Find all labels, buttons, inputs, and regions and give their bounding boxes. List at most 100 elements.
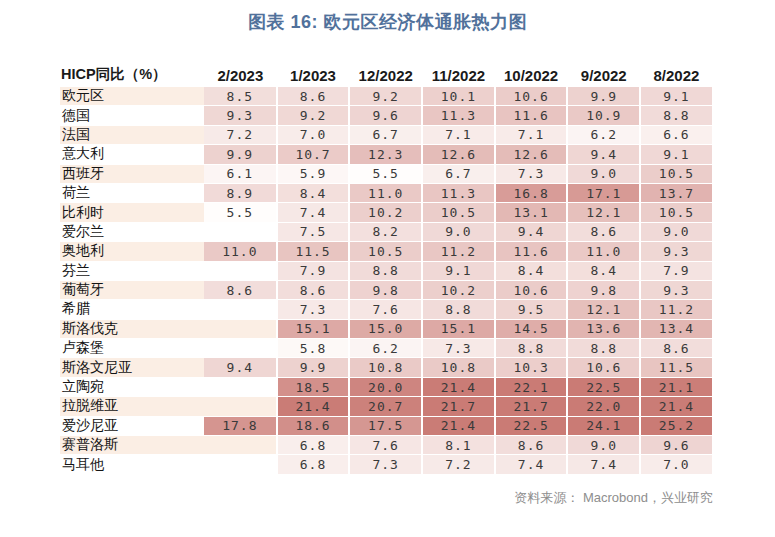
heatmap-cell: 20.7 bbox=[349, 397, 422, 416]
column-header: 10/2022 bbox=[495, 57, 568, 87]
data-source-note: 资料来源： Macrobond，兴业研究 bbox=[0, 489, 713, 507]
heatmap-cell: 12.3 bbox=[349, 145, 422, 164]
table-row: 意大利9.910.712.312.612.69.49.1 bbox=[60, 145, 713, 164]
heatmap-cell: 10.8 bbox=[349, 358, 422, 377]
heatmap-cell: 10.6 bbox=[495, 280, 568, 299]
heatmap-cell: 21.7 bbox=[422, 397, 495, 416]
heatmap-cell: 21.4 bbox=[640, 397, 713, 416]
heatmap-cell: 10.9 bbox=[567, 106, 640, 125]
table-row: 荷兰8.98.411.011.316.817.113.7 bbox=[60, 183, 713, 202]
heatmap-cell: 9.3 bbox=[640, 242, 713, 261]
heatmap-cell: 22.5 bbox=[567, 377, 640, 396]
column-header: 2/2023 bbox=[204, 57, 277, 87]
table-row: 西班牙6.15.95.56.77.39.010.5 bbox=[60, 164, 713, 183]
table-row: 德国9.39.29.611.311.610.98.8 bbox=[60, 106, 713, 125]
heatmap-cell: 7.9 bbox=[277, 261, 350, 280]
row-label: 西班牙 bbox=[60, 164, 204, 183]
row-label: 拉脱维亚 bbox=[60, 397, 204, 416]
heatmap-cell: 7.3 bbox=[277, 300, 350, 319]
heatmap-cell: 9.0 bbox=[422, 222, 495, 241]
table-row: 法国7.27.06.77.17.16.26.6 bbox=[60, 125, 713, 144]
heatmap-cell: 8.8 bbox=[422, 300, 495, 319]
heatmap-cell: 8.8 bbox=[349, 261, 422, 280]
heatmap-cell: 9.0 bbox=[640, 222, 713, 241]
table-row: 爱沙尼亚17.818.617.521.422.524.125.2 bbox=[60, 416, 713, 435]
heatmap-cell: 7.0 bbox=[640, 455, 713, 474]
table-row: 拉脱维亚21.420.721.721.722.021.4 bbox=[60, 397, 713, 416]
heatmap-cell: 15.1 bbox=[422, 319, 495, 338]
heatmap-cell: 9.4 bbox=[495, 222, 568, 241]
heatmap-cell: 9.6 bbox=[640, 436, 713, 455]
heatmap-cell bbox=[204, 455, 277, 474]
heatmap-cell: 11.3 bbox=[422, 183, 495, 202]
inflation-heatmap-table: HICP同比（%） 2/20231/202312/202211/202210/2… bbox=[60, 57, 714, 475]
heatmap-cell: 7.4 bbox=[567, 455, 640, 474]
row-label: 芬兰 bbox=[60, 261, 204, 280]
heatmap-cell: 11.2 bbox=[422, 242, 495, 261]
heatmap-cell: 5.9 bbox=[277, 164, 350, 183]
heatmap-cell: 11.0 bbox=[204, 242, 277, 261]
heatmap-cell: 9.6 bbox=[349, 106, 422, 125]
heatmap-cell: 8.6 bbox=[567, 222, 640, 241]
heatmap-cell: 8.4 bbox=[277, 183, 350, 202]
heatmap-cell: 9.2 bbox=[277, 106, 350, 125]
row-label: 希腊 bbox=[60, 300, 204, 319]
heatmap-cell: 17.5 bbox=[349, 416, 422, 435]
heatmap-cell: 17.1 bbox=[567, 183, 640, 202]
heatmap-cell: 21.7 bbox=[495, 397, 568, 416]
heatmap-cell: 18.5 bbox=[277, 377, 350, 396]
column-header: 8/2022 bbox=[640, 57, 713, 87]
row-label: 意大利 bbox=[60, 145, 204, 164]
heatmap-cell: 18.6 bbox=[277, 416, 350, 435]
heatmap-cell bbox=[204, 339, 277, 358]
heatmap-cell: 12.6 bbox=[422, 145, 495, 164]
heatmap-container: HICP同比（%） 2/20231/202312/202211/202210/2… bbox=[60, 57, 713, 475]
row-label: 爱尔兰 bbox=[60, 222, 204, 241]
row-label: 欧元区 bbox=[60, 87, 204, 106]
table-row: 立陶宛18.520.021.422.122.521.1 bbox=[60, 377, 713, 396]
heatmap-cell: 7.2 bbox=[422, 455, 495, 474]
heatmap-cell bbox=[204, 319, 277, 338]
heatmap-cell: 25.2 bbox=[640, 416, 713, 435]
heatmap-cell: 6.6 bbox=[640, 125, 713, 144]
heatmap-cell: 5.5 bbox=[204, 203, 277, 222]
heatmap-cell: 6.1 bbox=[204, 164, 277, 183]
heatmap-cell: 5.8 bbox=[277, 339, 350, 358]
heatmap-cell: 9.8 bbox=[349, 280, 422, 299]
row-label: 立陶宛 bbox=[60, 377, 204, 396]
heatmap-cell: 13.6 bbox=[567, 319, 640, 338]
table-row: 斯洛文尼亚9.49.910.810.810.310.611.5 bbox=[60, 358, 713, 377]
heatmap-cell: 9.1 bbox=[422, 261, 495, 280]
heatmap-cell: 7.3 bbox=[495, 164, 568, 183]
heatmap-cell: 8.8 bbox=[567, 339, 640, 358]
heatmap-cell bbox=[204, 436, 277, 455]
heatmap-cell: 22.1 bbox=[495, 377, 568, 396]
row-label: 德国 bbox=[60, 106, 204, 125]
heatmap-cell: 9.0 bbox=[567, 436, 640, 455]
heatmap-cell: 8.9 bbox=[204, 183, 277, 202]
heatmap-cell: 10.6 bbox=[495, 87, 568, 106]
heatmap-cell: 6.2 bbox=[349, 339, 422, 358]
chart-title: 图表 16: 欧元区经济体通胀热力图 bbox=[0, 0, 775, 34]
heatmap-cell: 8.6 bbox=[495, 436, 568, 455]
table-row: 爱尔兰7.58.29.09.48.69.0 bbox=[60, 222, 713, 241]
heatmap-cell: 8.6 bbox=[277, 280, 350, 299]
heatmap-cell: 10.1 bbox=[422, 87, 495, 106]
table-row: 葡萄牙8.68.69.810.210.69.89.3 bbox=[60, 280, 713, 299]
heatmap-cell: 7.3 bbox=[422, 339, 495, 358]
table-row: 比利时5.57.410.210.513.112.110.5 bbox=[60, 203, 713, 222]
heatmap-cell: 21.4 bbox=[422, 377, 495, 396]
heatmap-cell bbox=[204, 377, 277, 396]
heatmap-cell: 11.2 bbox=[640, 300, 713, 319]
row-label: 卢森堡 bbox=[60, 339, 204, 358]
heatmap-cell: 21.4 bbox=[422, 416, 495, 435]
row-label: 葡萄牙 bbox=[60, 280, 204, 299]
heatmap-cell: 11.0 bbox=[567, 242, 640, 261]
heatmap-cell: 9.9 bbox=[204, 145, 277, 164]
table-row: 卢森堡5.86.27.38.88.88.6 bbox=[60, 339, 713, 358]
row-label: 荷兰 bbox=[60, 183, 204, 202]
heatmap-cell: 9.9 bbox=[567, 87, 640, 106]
heatmap-cell: 8.1 bbox=[422, 436, 495, 455]
heatmap-cell: 15.1 bbox=[277, 319, 350, 338]
heatmap-cell: 9.8 bbox=[567, 280, 640, 299]
